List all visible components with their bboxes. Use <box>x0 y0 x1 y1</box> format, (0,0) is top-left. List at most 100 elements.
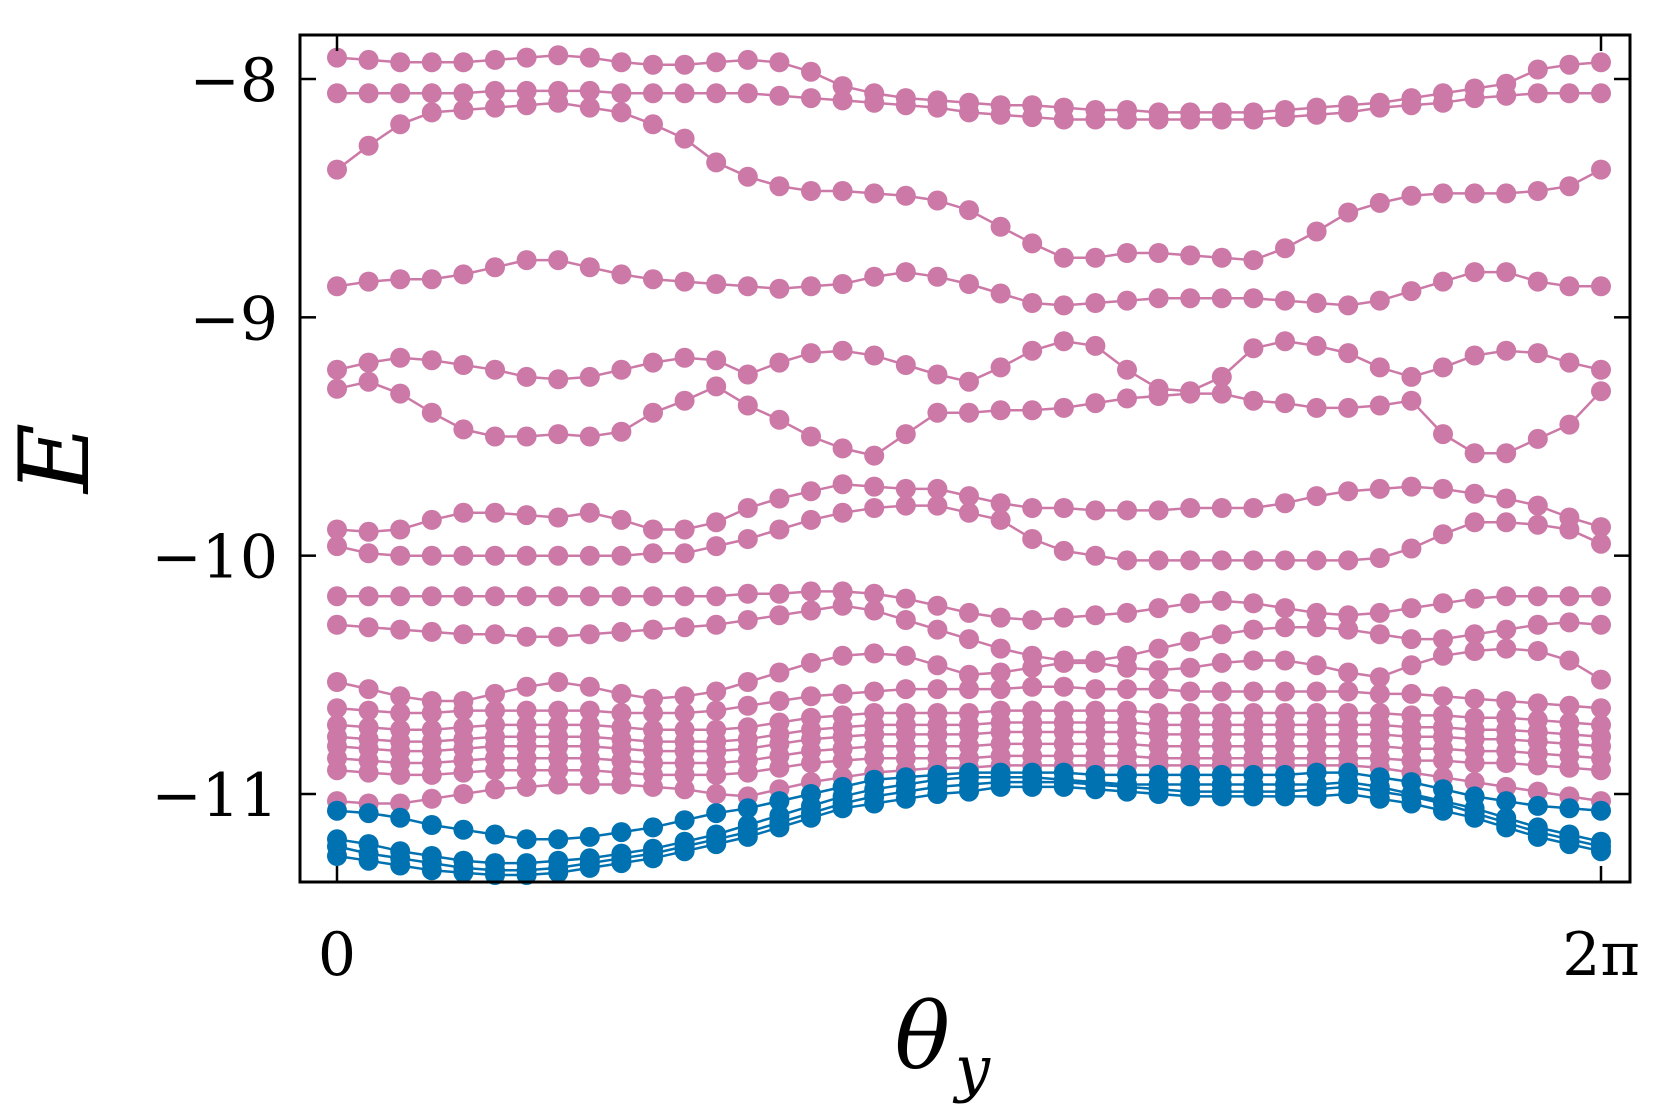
band-point <box>516 776 537 797</box>
band-point <box>358 543 379 564</box>
band-point <box>801 600 821 621</box>
band-point <box>453 264 474 285</box>
band-point <box>1559 414 1580 435</box>
band-point <box>895 679 916 700</box>
band-point <box>1085 293 1106 313</box>
band-point <box>611 621 632 642</box>
x-tick-label: 2π <box>1562 920 1640 990</box>
band-point <box>1053 676 1074 697</box>
band-point <box>1022 529 1043 549</box>
band-point <box>1180 288 1201 309</box>
band-point <box>769 662 790 683</box>
band-point <box>864 445 885 466</box>
band-point <box>548 700 569 721</box>
band-point <box>1306 602 1327 623</box>
band-point <box>1559 612 1580 633</box>
band-point <box>832 76 853 97</box>
band-point <box>769 605 790 626</box>
band-point <box>390 269 411 290</box>
band-point <box>421 691 442 711</box>
band-point <box>1211 590 1232 611</box>
y-axis-label: E <box>0 423 111 495</box>
band-point <box>548 714 569 735</box>
band-point <box>1591 714 1611 735</box>
band-point <box>769 712 790 733</box>
band-point <box>895 262 916 283</box>
band-point <box>1369 667 1390 688</box>
band-point <box>1433 524 1453 545</box>
band-point <box>485 426 505 447</box>
band-point <box>1275 703 1295 723</box>
band-point <box>895 355 916 375</box>
band-point <box>358 803 379 824</box>
band-point <box>1369 357 1390 378</box>
band-point <box>706 83 727 104</box>
band-point <box>358 49 379 70</box>
band-point <box>327 83 347 104</box>
band-point <box>927 478 948 499</box>
band-point <box>769 85 790 106</box>
band-point <box>1180 681 1201 702</box>
band-point <box>421 788 442 809</box>
band-point <box>1369 683 1390 704</box>
band-point <box>579 586 600 607</box>
band-point <box>1591 159 1611 180</box>
band-point <box>1559 176 1580 197</box>
band-point <box>959 371 979 392</box>
band-point <box>1085 764 1106 785</box>
band-point <box>1085 650 1106 671</box>
band-point <box>1275 681 1295 702</box>
band-point <box>1464 772 1485 793</box>
band-point <box>1527 495 1548 516</box>
band-point <box>358 586 379 607</box>
band-point <box>990 400 1011 421</box>
x-axis-label: θ <box>895 983 950 1090</box>
band-point <box>1527 795 1548 816</box>
band-point <box>485 779 505 800</box>
band-point <box>516 47 537 68</box>
band-point <box>1369 767 1390 788</box>
band-point <box>737 583 758 604</box>
band-point <box>1401 88 1422 109</box>
band-point <box>421 102 442 123</box>
band-point <box>579 80 600 101</box>
band-point <box>832 705 853 726</box>
band-point <box>579 97 600 118</box>
band-point <box>1275 331 1295 352</box>
band-point <box>1053 331 1074 352</box>
band-point <box>1496 586 1517 607</box>
band-point <box>548 545 569 566</box>
band-point <box>1053 700 1074 721</box>
band-point <box>1338 481 1359 502</box>
band-point <box>674 810 695 831</box>
band-point <box>864 769 885 790</box>
band-point <box>1464 641 1485 661</box>
band-point <box>769 278 790 299</box>
band-point <box>864 266 885 287</box>
band-series <box>327 762 1611 850</box>
band-point <box>1338 703 1359 723</box>
band-point <box>485 700 505 721</box>
band-point <box>1496 691 1517 711</box>
band-point <box>548 80 569 101</box>
band-point <box>1180 498 1201 518</box>
band-point <box>611 264 632 285</box>
band-point <box>1053 498 1074 518</box>
band-point <box>801 686 821 707</box>
band-point <box>516 80 537 101</box>
band-point <box>674 347 695 368</box>
band-point <box>1022 233 1043 254</box>
band-series <box>327 595 1611 671</box>
band-point <box>485 853 505 874</box>
band-point <box>990 762 1011 783</box>
band-point <box>832 776 853 797</box>
band-point <box>737 83 758 104</box>
band-point <box>579 545 600 566</box>
band-point <box>1591 614 1611 635</box>
band-point <box>1496 619 1517 640</box>
band-point <box>643 719 663 740</box>
band-point <box>390 719 411 740</box>
band-series <box>327 371 1611 466</box>
band-point <box>1527 428 1548 449</box>
band-point <box>579 700 600 721</box>
